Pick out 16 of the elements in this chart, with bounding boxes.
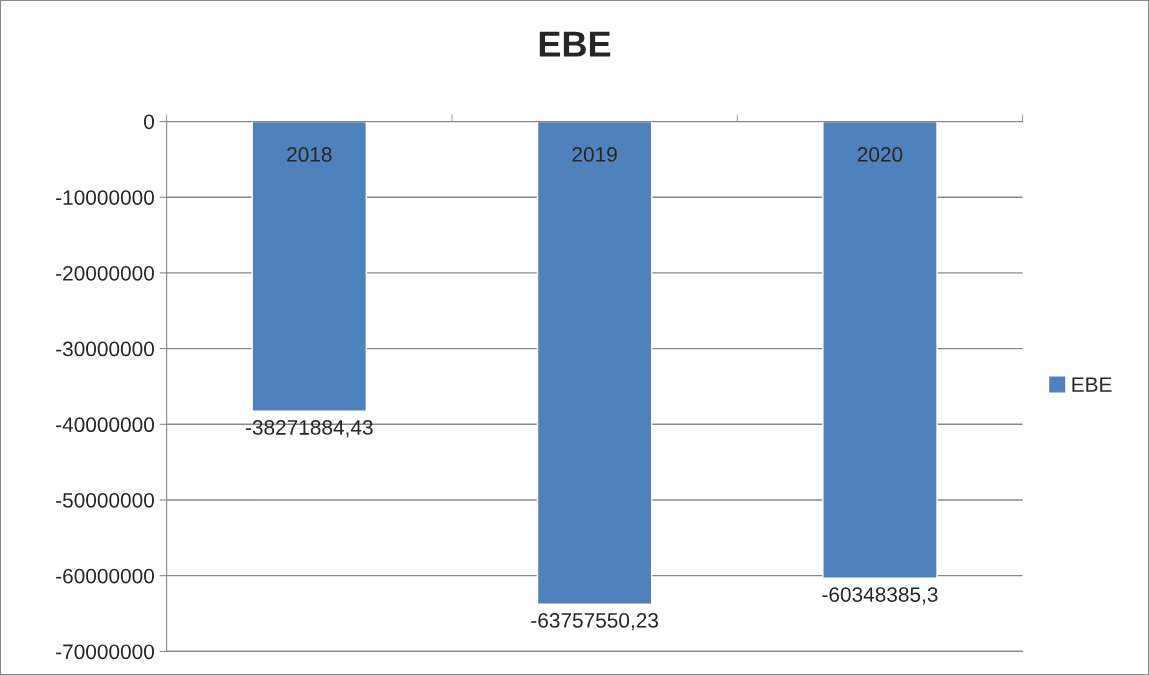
x-tick-label: 2019 bbox=[572, 147, 617, 162]
y-tick-label: -60000000 bbox=[56, 568, 154, 584]
x-tick-label: 2018 bbox=[287, 147, 332, 162]
data-label: -63757550,23 bbox=[531, 613, 658, 631]
y-tick-label: -40000000 bbox=[56, 417, 154, 433]
y-tick-label: 0 bbox=[144, 114, 154, 130]
y-tick-label: -50000000 bbox=[56, 492, 154, 508]
y-tick-label: -10000000 bbox=[56, 190, 154, 205]
y-tick-label: -30000000 bbox=[56, 341, 154, 357]
chart-title: EBE bbox=[539, 31, 611, 57]
legend-label: EBE bbox=[1072, 377, 1112, 392]
data-label: -60348385,3 bbox=[822, 587, 938, 605]
y-tick-label: -70000000 bbox=[56, 644, 154, 660]
x-tick-label: 2020 bbox=[857, 147, 903, 162]
y-tick-label: -20000000 bbox=[56, 265, 154, 281]
data-label: -38271884,43 bbox=[245, 420, 373, 438]
